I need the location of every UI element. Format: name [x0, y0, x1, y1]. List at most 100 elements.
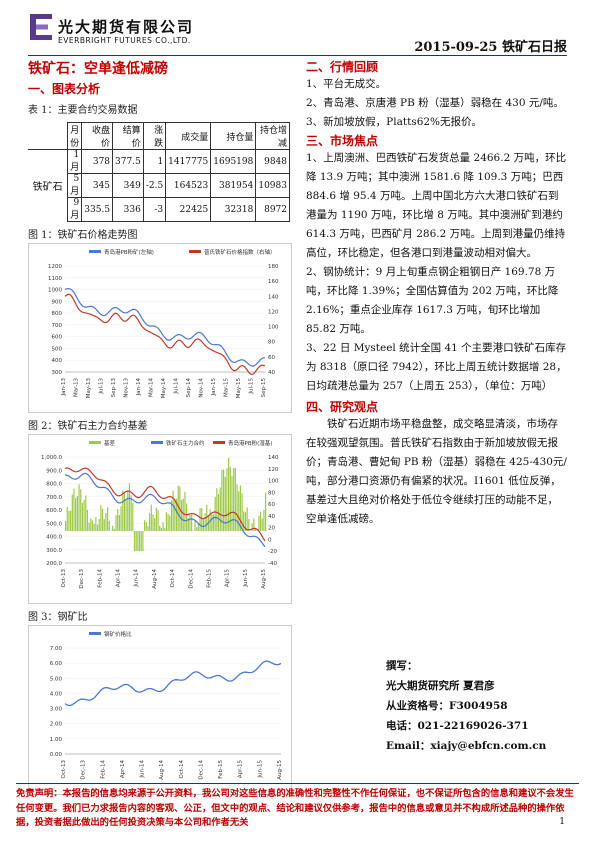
basis-bar [154, 518, 156, 531]
table-cell: 336 [112, 197, 144, 222]
table-header-cell: 月份 [67, 122, 83, 150]
x-tick-label: May-15 [236, 378, 242, 399]
basis-bar [221, 470, 223, 531]
basis-bar [263, 509, 265, 531]
legend-swatch [213, 441, 225, 444]
table-cell: 22425 [165, 197, 212, 222]
basis-bar [165, 512, 168, 531]
focus-item: 1、上周澳洲、巴西铁矿石发货总量 2466.2 万吨，环比降 13.9 万吨；其… [306, 152, 567, 259]
basis-bar [216, 488, 218, 531]
table-cell: 10983 [255, 173, 290, 198]
fig1-caption: 图 1：铁矿石价格走势图 [28, 230, 138, 241]
series-line [64, 293, 266, 375]
basis-bar [93, 523, 95, 531]
x-tick-label: Nov-14 [199, 378, 205, 398]
basis-bar [251, 523, 253, 531]
table-cell: 378 [81, 149, 114, 174]
basis-bar [78, 484, 80, 531]
author-phone: 电话：021-22169026-371 [386, 720, 529, 732]
basis-bar [143, 520, 146, 531]
basis-bar [201, 508, 203, 531]
basis-bar [192, 530, 194, 531]
basis-bar [167, 513, 169, 531]
table-row: 5月 345 349 -2.5 164523 381954 10983 [28, 173, 290, 198]
y-tick-label: 1100 [48, 276, 62, 282]
basis-bar [117, 509, 119, 531]
x-tick-label: Jan-14 [136, 378, 142, 397]
basis-bar [125, 500, 127, 531]
table-cell: 9月 [67, 197, 83, 222]
x-tick-label: Jun-14 [134, 569, 140, 588]
x-tick-label: Apr-14 [116, 569, 122, 588]
y-tick-label: 1000 [48, 288, 62, 294]
basis-bar [234, 467, 236, 531]
y-tick-label: 400 [52, 358, 63, 364]
basis-bar [222, 469, 225, 531]
x-tick-label: Aug-14 [152, 569, 158, 589]
basis-bar [138, 531, 141, 551]
y2-tick-label: 80 [268, 490, 275, 496]
y-tick-label: 300.0 [46, 548, 62, 554]
basis-bar [197, 523, 199, 531]
x-tick-label: Apr-15 [225, 569, 231, 588]
y2-tick-label: 160 [268, 279, 279, 285]
y2-tick-label: 80 [268, 340, 275, 346]
basis-bar [147, 526, 149, 531]
table-caption: 表 1：主要合约交易数据 [28, 105, 138, 116]
y-tick-label: 500.0 [46, 521, 62, 527]
legend-label: 青岛港PB粉(湿基) [228, 439, 272, 447]
basis-bar [83, 500, 85, 531]
basis-bar [113, 528, 115, 531]
basis-bar [238, 491, 240, 531]
basis-bar [140, 531, 142, 551]
company-name-en: EVERBRIGHT FUTURES CO.,LTD. [58, 36, 191, 45]
author-name: 光大期货研究所 夏君彦 [386, 680, 495, 692]
basis-bar [112, 525, 114, 531]
basis-bar [65, 521, 67, 531]
x-tick-label: Feb-14 [97, 569, 103, 588]
y2-tick-label: 120 [268, 467, 279, 473]
series-line [64, 660, 282, 707]
legend-swatch [89, 250, 101, 253]
x-tick-label: Apr-15 [238, 760, 244, 779]
product-cell: 铁矿石 [28, 149, 69, 222]
x-tick-label: Jun-14 [140, 760, 146, 779]
basis-bar [105, 512, 107, 531]
basis-bar [81, 502, 84, 531]
section-research-view: 四、研究观点 [306, 400, 379, 414]
basis-bar [175, 498, 178, 531]
author-email[interactable]: Email：xiajy@ebfcn.com.cn [386, 740, 547, 752]
legend-label: 基差 [104, 439, 116, 447]
x-tick-label: Jul-14 [174, 378, 180, 395]
section-chart-analysis: 一、图表分析 [28, 82, 101, 96]
basis-bar [122, 490, 124, 531]
basis-bar [187, 517, 189, 531]
x-tick-label: May-14 [161, 378, 167, 399]
contract-table: 月份 收盘价 结算价 涨跌 成交量 持仓量 持仓增减 铁矿石 1月 378 37… [28, 122, 290, 222]
legend-label: 钢矿价格比 [104, 630, 132, 638]
basis-bar [246, 507, 248, 531]
basis-bar [265, 492, 267, 531]
y-tick-label: 6.00 [50, 661, 63, 667]
table-cell: 8972 [255, 197, 290, 222]
y2-tick-label: 60 [268, 355, 275, 361]
series-line [64, 472, 266, 548]
basis-bar [91, 520, 94, 531]
x-tick-label: Aug-15 [261, 569, 267, 589]
basis-bar [219, 487, 221, 531]
y-tick-label: 1,000.0 [41, 455, 62, 461]
x-tick-label: Dec-13 [79, 569, 85, 589]
table-cell: 9848 [255, 149, 290, 174]
basis-bar [85, 495, 87, 531]
y2-tick-label: 40 [268, 370, 275, 376]
basis-bar [243, 511, 245, 531]
x-tick-label: Jul-13 [99, 378, 105, 395]
y-tick-label: 1200 [48, 264, 62, 270]
x-tick-label: May-13 [86, 378, 92, 399]
table-cell: 164523 [165, 173, 212, 198]
x-tick-label: Dec-14 [198, 760, 204, 780]
iron-ore-price-chart: 青岛港PB粉矿(左轴) 普氏铁矿石价格指数（右轴） 1200 1100 1000 900 8… [28, 243, 292, 413]
basis-bar [254, 529, 257, 531]
x-tick-label: Aug-14 [159, 760, 165, 780]
y-tick-label: 600 [52, 335, 63, 341]
